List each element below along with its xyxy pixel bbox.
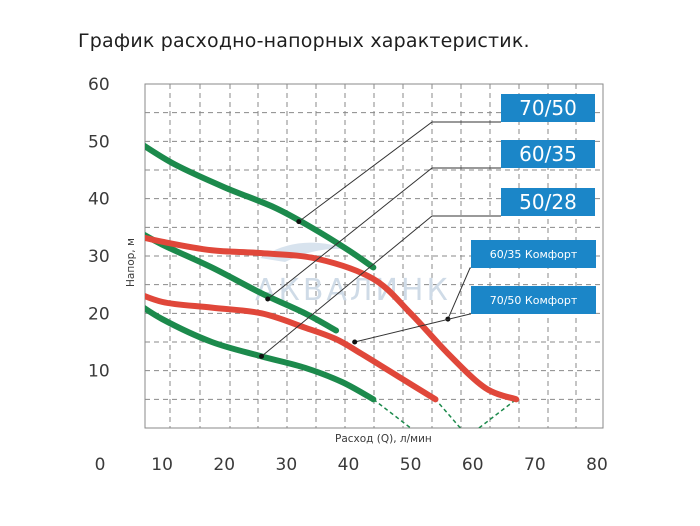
series-extension-dashed <box>100 213 131 227</box>
annotation-box <box>501 188 595 216</box>
annotation-leader-line <box>261 215 501 357</box>
x-tick-label: 10 <box>151 455 173 475</box>
series-extension-dashed <box>434 398 461 428</box>
series-extension-dashed <box>478 398 517 428</box>
y-tick-label: 30 <box>88 247 110 267</box>
x-tick-label: 40 <box>338 455 360 475</box>
y-tick-label: 60 <box>88 75 110 95</box>
annotation-box <box>471 240 596 268</box>
annotation-marker-dot <box>296 219 302 225</box>
x-tick-label: 60 <box>462 455 484 475</box>
x-tick-label: 30 <box>276 455 298 475</box>
annotation-marker-dot <box>265 296 271 302</box>
x-tick-label: 50 <box>400 455 422 475</box>
x-axis-title: Расход (Q), л/мин <box>335 433 432 445</box>
y-tick-label: 40 <box>88 190 110 210</box>
y-tick-label: 20 <box>88 304 110 324</box>
annotation-label: 70/50 Комфорт <box>490 294 578 307</box>
series-extension-dashed <box>372 398 412 428</box>
x-tick-label: 20 <box>213 455 235 475</box>
y-tick-label: 10 <box>88 362 110 382</box>
page-title: График расходно-напорных характеристик. <box>78 30 530 52</box>
series-line-60-35-комфорт <box>145 234 520 403</box>
annotation-leader-line <box>298 121 501 223</box>
annotation-leader-line <box>267 167 501 300</box>
annotation-leader-line <box>447 267 471 320</box>
annotation-label: 50/28 <box>519 190 577 214</box>
annotation-marker-dot <box>352 339 358 345</box>
annotation-leader-line <box>354 313 471 343</box>
y-axis-title: Напор, м <box>125 238 137 287</box>
x-tick-label: 0 <box>95 455 106 475</box>
x-tick-label: 70 <box>524 455 546 475</box>
annotation-box <box>501 140 595 168</box>
annotation-marker-dot <box>259 353 265 359</box>
annotation-box <box>471 286 596 314</box>
y-tick-label: 50 <box>88 132 110 152</box>
annotation-label: 60/35 <box>519 142 577 166</box>
x-tick-label: 80 <box>586 455 608 475</box>
series-line-70-50-комфорт <box>145 293 439 403</box>
annotation-label: 70/50 <box>519 96 577 120</box>
series-line-70-50 <box>145 142 377 271</box>
annotation-box <box>501 94 595 122</box>
annotation-label: 60/35 Комфорт <box>490 248 578 261</box>
